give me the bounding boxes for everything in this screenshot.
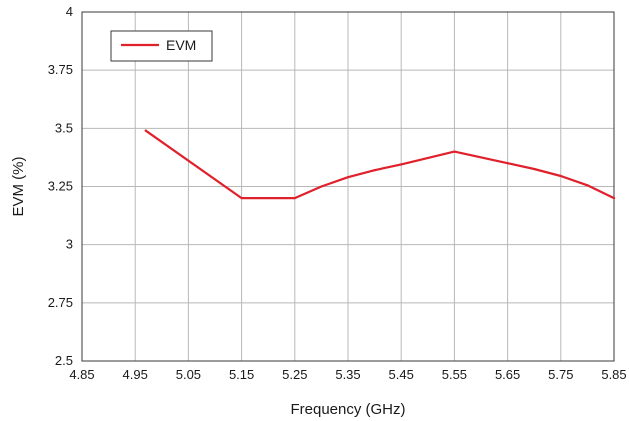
series-layer bbox=[145, 130, 615, 200]
y-tick-label: 4 bbox=[66, 4, 73, 19]
data-point-evm bbox=[374, 169, 376, 171]
data-point-evm bbox=[294, 197, 296, 199]
data-point-evm bbox=[241, 197, 243, 199]
data-point-evm bbox=[533, 168, 535, 170]
data-point-evm bbox=[145, 130, 147, 132]
x-tick-label: 5.25 bbox=[282, 367, 307, 382]
legend-label-evm: EVM bbox=[166, 37, 196, 53]
y-tick-label: 3.5 bbox=[55, 120, 73, 135]
x-tick-label: 5.55 bbox=[442, 367, 467, 382]
y-tick-label: 2.75 bbox=[48, 295, 73, 310]
y-tick-label: 3.75 bbox=[48, 62, 73, 77]
x-tick-label: 4.95 bbox=[123, 367, 148, 382]
grid-lines bbox=[82, 12, 614, 361]
y-tick-labels: 2.5 2.75 3 3.25 3.5 3.75 4 bbox=[48, 4, 73, 368]
legend: EVM bbox=[111, 31, 212, 61]
data-point-evm bbox=[613, 197, 615, 199]
series-line-evm bbox=[146, 131, 614, 198]
data-point-evm bbox=[507, 162, 509, 164]
x-tick-label: 5.15 bbox=[229, 367, 254, 382]
x-axis-title: Frequency (GHz) bbox=[290, 401, 405, 418]
x-tick-label: 5.65 bbox=[495, 367, 520, 382]
x-tick-label: 5.85 bbox=[601, 367, 626, 382]
x-tick-labels: 4.85 4.95 5.05 5.15 5.25 5.35 5.45 5.55 5.65 5.75… bbox=[69, 367, 626, 382]
x-tick-label: 4.85 bbox=[69, 367, 94, 382]
data-point-evm bbox=[560, 175, 562, 177]
x-tick-label: 5.05 bbox=[176, 367, 201, 382]
x-tick-label: 5.45 bbox=[389, 367, 414, 382]
x-tick-label: 5.35 bbox=[335, 367, 360, 382]
y-axis-title: EVM (%) bbox=[10, 156, 27, 216]
data-point-evm bbox=[400, 163, 402, 165]
y-tick-label: 3.25 bbox=[48, 179, 73, 194]
data-point-evm bbox=[586, 184, 588, 186]
data-point-evm bbox=[320, 185, 322, 187]
x-tick-label: 5.75 bbox=[548, 367, 573, 382]
data-point-evm bbox=[347, 176, 349, 178]
y-tick-label: 3 bbox=[66, 237, 73, 252]
y-tick-label: 2.5 bbox=[55, 353, 73, 368]
data-point-evm bbox=[453, 151, 455, 153]
